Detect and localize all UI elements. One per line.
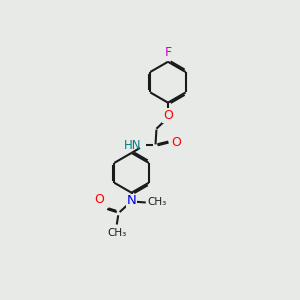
Text: CH₃: CH₃ <box>107 228 126 238</box>
Text: HN: HN <box>124 139 141 152</box>
Text: O: O <box>95 193 104 206</box>
Text: CH₃: CH₃ <box>148 197 167 208</box>
Text: N: N <box>127 194 136 207</box>
Text: O: O <box>163 109 173 122</box>
Text: F: F <box>164 46 172 59</box>
Text: O: O <box>172 136 182 149</box>
